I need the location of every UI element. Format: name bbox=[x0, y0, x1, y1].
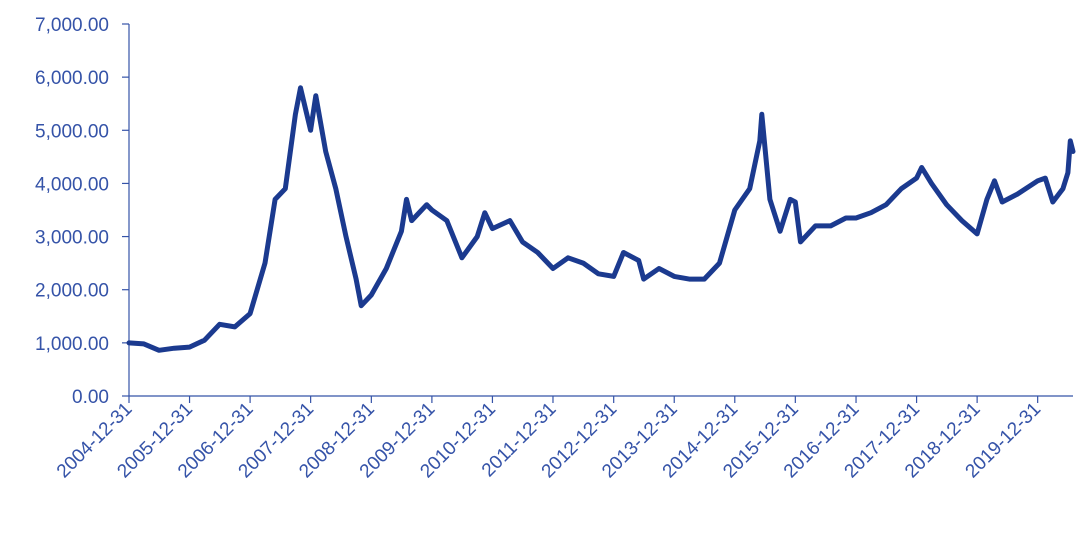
y-tick-label: 0.00 bbox=[72, 387, 109, 408]
y-tick-label: 1,000.00 bbox=[35, 334, 109, 355]
x-axis: 2004-12-312005-12-312006-12-312007-12-31… bbox=[53, 395, 1073, 482]
y-tick-label: 4,000.00 bbox=[35, 174, 109, 195]
y-tick-label: 7,000.00 bbox=[35, 15, 109, 36]
series-layer bbox=[126, 85, 1076, 353]
y-tick-label: 2,000.00 bbox=[35, 281, 109, 302]
y-tick-label: 6,000.00 bbox=[35, 68, 109, 89]
series-line bbox=[126, 85, 1076, 353]
y-tick-label: 3,000.00 bbox=[35, 228, 109, 249]
y-tick-label: 5,000.00 bbox=[35, 121, 109, 142]
y-axis: 0.00 1,000.00 2,000.00 3,000.00 4,000.00 5,00… bbox=[35, 15, 130, 408]
